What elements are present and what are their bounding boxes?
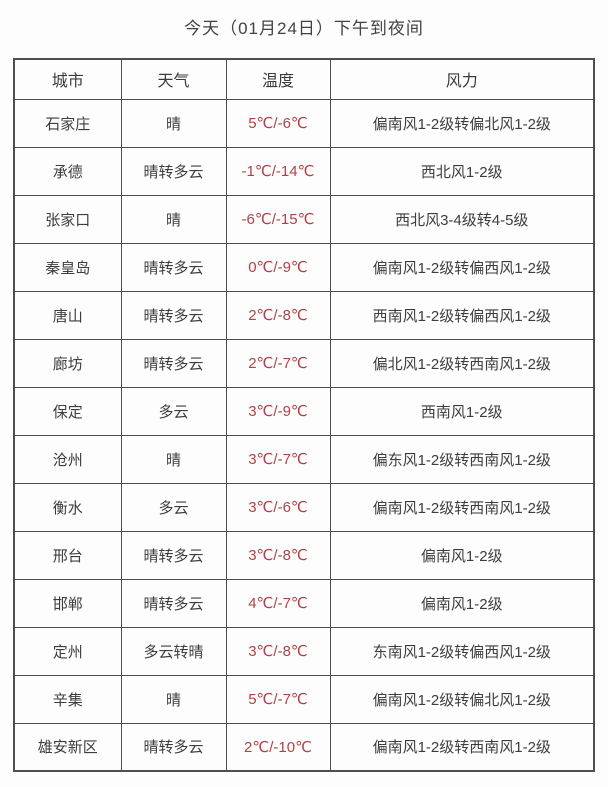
weather-cell: 晴转多云: [120, 530, 227, 580]
weather-cell: 晴转多云: [120, 722, 227, 772]
temperature-cell: 0℃/-9℃: [225, 242, 331, 292]
temperature-cell: 5℃/-6℃: [225, 98, 331, 148]
page-title: 今天（01月24日）下午到夜间: [184, 19, 424, 38]
city-cell: 石家庄: [13, 98, 122, 148]
table-row: 邢台 晴转多云 3℃/-8℃ 偏南风1-2级: [13, 530, 595, 580]
city-cell: 沧州: [13, 434, 122, 484]
table-row: 保定 多云 3℃/-9℃ 西南风1-2级: [13, 386, 595, 436]
temperature-cell: -6℃/-15℃: [225, 194, 331, 244]
wind-cell: 偏南风1-2级转偏北风1-2级: [329, 674, 595, 724]
weather-cell: 多云转晴: [120, 626, 227, 676]
wind-cell: 偏南风1-2级: [329, 530, 595, 580]
wind-cell: 偏东风1-2级转西南风1-2级: [329, 434, 595, 484]
weather-cell: 晴转多云: [120, 242, 227, 292]
weather-table: 城市 天气 温度 风力 石家庄 晴 5℃/-6℃ 偏南风1-2级转偏北风1-2级…: [13, 58, 595, 772]
wind-cell: 西南风1-2级: [329, 386, 595, 436]
table-row: 石家庄 晴 5℃/-6℃ 偏南风1-2级转偏北风1-2级: [13, 98, 595, 148]
weather-cell: 晴转多云: [120, 290, 227, 340]
table-row: 衡水 多云 3℃/-6℃ 偏南风1-2级转西南风1-2级: [13, 482, 595, 532]
weather-cell: 多云: [120, 386, 227, 436]
city-cell: 张家口: [13, 194, 122, 244]
table-row: 雄安新区 晴转多云 2℃/-10℃ 偏南风1-2级转西南风1-2级: [13, 722, 595, 772]
temperature-cell: 2℃/-8℃: [225, 290, 331, 340]
weather-cell: 晴: [120, 434, 227, 484]
city-cell: 辛集: [13, 674, 122, 724]
temperature-cell: 2℃/-10℃: [225, 722, 331, 772]
weather-cell: 晴: [120, 194, 227, 244]
city-cell: 邯郸: [13, 578, 122, 628]
table-row: 秦皇岛 晴转多云 0℃/-9℃ 偏南风1-2级转偏西风1-2级: [13, 242, 595, 292]
wind-cell: 西北风3-4级转4-5级: [329, 194, 595, 244]
table-row: 承德 晴转多云 -1℃/-14℃ 西北风1-2级: [13, 146, 595, 196]
temperature-cell: 3℃/-6℃: [225, 482, 331, 532]
city-cell: 唐山: [13, 290, 122, 340]
city-cell: 邢台: [13, 530, 122, 580]
col-header-temperature: 温度: [225, 58, 331, 100]
table-header-row: 城市 天气 温度 风力: [13, 58, 595, 100]
wind-cell: 偏南风1-2级转偏北风1-2级: [329, 98, 595, 148]
table-row: 唐山 晴转多云 2℃/-8℃ 西南风1-2级转偏西风1-2级: [13, 290, 595, 340]
city-cell: 秦皇岛: [13, 242, 122, 292]
table-body: 石家庄 晴 5℃/-6℃ 偏南风1-2级转偏北风1-2级 承德 晴转多云 -1℃…: [13, 98, 595, 772]
weather-cell: 晴转多云: [120, 578, 227, 628]
col-header-wind: 风力: [329, 58, 595, 100]
city-cell: 保定: [13, 386, 122, 436]
wind-cell: 偏南风1-2级: [329, 578, 595, 628]
city-cell: 廊坊: [13, 338, 122, 388]
temperature-cell: 3℃/-8℃: [225, 626, 331, 676]
wind-cell: 西南风1-2级转偏西风1-2级: [329, 290, 595, 340]
temperature-cell: 4℃/-7℃: [225, 578, 331, 628]
table-row: 辛集 晴 5℃/-7℃ 偏南风1-2级转偏北风1-2级: [13, 674, 595, 724]
table-row: 定州 多云转晴 3℃/-8℃ 东南风1-2级转偏西风1-2级: [13, 626, 595, 676]
city-cell: 雄安新区: [13, 722, 122, 772]
temperature-cell: -1℃/-14℃: [225, 146, 331, 196]
col-header-city: 城市: [13, 58, 122, 100]
wind-cell: 偏南风1-2级转西南风1-2级: [329, 722, 595, 772]
wind-cell: 偏南风1-2级转偏西风1-2级: [329, 242, 595, 292]
col-header-weather: 天气: [120, 58, 227, 100]
city-cell: 定州: [13, 626, 122, 676]
temperature-cell: 3℃/-8℃: [225, 530, 331, 580]
temperature-cell: 5℃/-7℃: [225, 674, 331, 724]
temperature-cell: 3℃/-7℃: [225, 434, 331, 484]
temperature-cell: 3℃/-9℃: [225, 386, 331, 436]
table-row: 邯郸 晴转多云 4℃/-7℃ 偏南风1-2级: [13, 578, 595, 628]
weather-cell: 晴转多云: [120, 146, 227, 196]
table-row: 廊坊 晴转多云 2℃/-7℃ 偏北风1-2级转西南风1-2级: [13, 338, 595, 388]
table-row: 沧州 晴 3℃/-7℃ 偏东风1-2级转西南风1-2级: [13, 434, 595, 484]
weather-cell: 晴: [120, 98, 227, 148]
city-cell: 承德: [13, 146, 122, 196]
wind-cell: 偏南风1-2级转西南风1-2级: [329, 482, 595, 532]
wind-cell: 偏北风1-2级转西南风1-2级: [329, 338, 595, 388]
weather-cell: 多云: [120, 482, 227, 532]
temperature-cell: 2℃/-7℃: [225, 338, 331, 388]
wind-cell: 东南风1-2级转偏西风1-2级: [329, 626, 595, 676]
city-cell: 衡水: [13, 482, 122, 532]
weather-cell: 晴: [120, 674, 227, 724]
wind-cell: 西北风1-2级: [329, 146, 595, 196]
weather-cell: 晴转多云: [120, 338, 227, 388]
table-row: 张家口 晴 -6℃/-15℃ 西北风3-4级转4-5级: [13, 194, 595, 244]
